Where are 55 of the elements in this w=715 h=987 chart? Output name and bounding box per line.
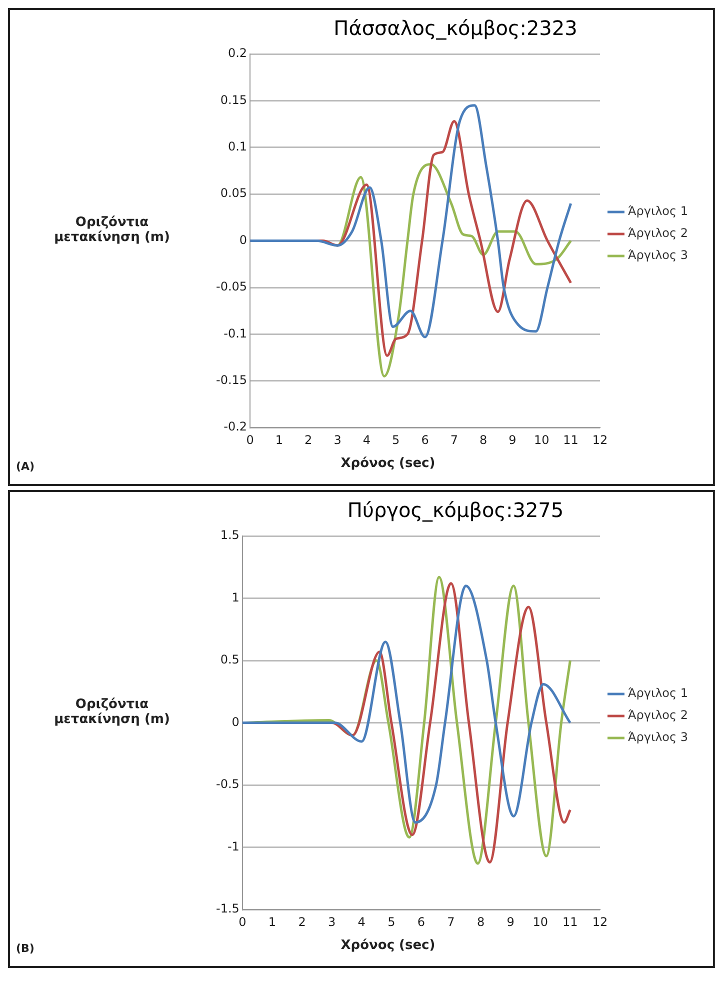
y-axis-title: Οριζόντια μετακίνηση (m) bbox=[53, 697, 171, 727]
x-tick-label: 5 bbox=[392, 432, 400, 447]
y-tick-label: 1.5 bbox=[220, 528, 240, 542]
x-tick-label: 7 bbox=[447, 914, 455, 929]
y-tick-label: -0.15 bbox=[216, 373, 248, 388]
x-axis-title: Χρόνος (sec) bbox=[340, 456, 436, 471]
x-tick-label: 8 bbox=[476, 914, 485, 929]
y-tick-label: 0.15 bbox=[220, 92, 248, 107]
y-axis-title: Οριζόντια μετακίνηση (m) bbox=[53, 215, 171, 245]
y-tick-label: 0.5 bbox=[220, 652, 240, 667]
x-tick-label: 7 bbox=[450, 432, 458, 447]
x-tick-label: 10 bbox=[532, 914, 548, 929]
x-tick-label: 1 bbox=[268, 914, 276, 929]
y-tick-label: 0.2 bbox=[228, 46, 248, 60]
y-tick-label: -1 bbox=[227, 839, 240, 854]
x-tick-label: 4 bbox=[358, 914, 366, 929]
x-tick-label: 6 bbox=[417, 914, 426, 929]
x-tick-label: 9 bbox=[508, 432, 516, 447]
legend-label: Άργιλος 2 bbox=[628, 708, 688, 722]
x-tick-label: 3 bbox=[334, 432, 342, 447]
legend-label: Άργιλος 1 bbox=[628, 686, 688, 700]
legend-label: Άργιλος 1 bbox=[628, 204, 688, 218]
y-tick-label: 1 bbox=[232, 590, 240, 604]
y-tick-label: -1.5 bbox=[216, 902, 240, 916]
x-tick-label: 8 bbox=[480, 432, 488, 447]
x-tick-label: 11 bbox=[563, 432, 578, 447]
text: (B) bbox=[16, 942, 34, 955]
y-tick-label: -0.05 bbox=[216, 280, 248, 294]
y-tick-label: 0.1 bbox=[228, 140, 248, 154]
x-tick-label: 2 bbox=[304, 432, 312, 447]
x-tick-label: 12 bbox=[592, 432, 608, 447]
x-tick-label: 9 bbox=[506, 914, 514, 929]
x-tick-label: 5 bbox=[388, 914, 396, 929]
y-tick-label: -0.5 bbox=[216, 777, 240, 792]
x-tick-label: 10 bbox=[534, 432, 550, 447]
x-tick-label: 2 bbox=[298, 914, 306, 929]
legend-label: Άργιλος 2 bbox=[628, 226, 688, 240]
y-tick-label: 0 bbox=[232, 714, 240, 729]
chart-title: Πάσσαλος_κόμβος:2323 bbox=[334, 16, 578, 40]
x-axis-title: Χρόνος (sec) bbox=[340, 938, 436, 953]
chart-title: Πύργος_κόμβος:3275 bbox=[347, 498, 564, 522]
y-tick-label: 0 bbox=[239, 232, 248, 247]
x-tick-label: 1 bbox=[275, 432, 284, 447]
y-tick-label: -0.1 bbox=[224, 326, 248, 340]
legend-label: Άργιλος 3 bbox=[628, 248, 688, 262]
x-tick-label: 11 bbox=[562, 914, 578, 929]
text: (A) bbox=[16, 460, 35, 473]
x-tick-label: 12 bbox=[592, 914, 608, 929]
y-tick-label: -0.2 bbox=[224, 420, 248, 434]
x-tick-label: 6 bbox=[421, 432, 429, 447]
legend-label: Άργιλος 3 bbox=[628, 730, 688, 744]
line-series bbox=[242, 584, 572, 824]
x-tick-label: 4 bbox=[362, 432, 371, 447]
x-tick-label: 3 bbox=[328, 914, 336, 929]
y-tick-label: 0.05 bbox=[220, 186, 248, 200]
